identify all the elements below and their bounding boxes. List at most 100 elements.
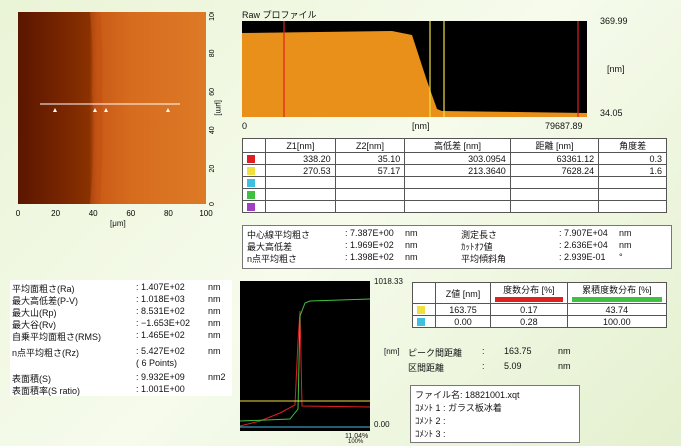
cell-z1 <box>265 176 336 189</box>
col-cum: 累積度数分布 [%] <box>566 282 668 304</box>
col-freq: 度数分布 [%] <box>490 282 568 304</box>
afm-height-map <box>18 12 206 204</box>
stat-value: : 7.907E+04 <box>559 228 608 238</box>
cell-freq: 0.28 <box>490 315 568 328</box>
measure-table-header: Z1[nm] Z2[nm] 高低差 [nm] 距離 [nm] 角度差 <box>242 138 667 153</box>
table-row[interactable]: 270.53 57.17 213.3640 7628.24 1.6 <box>242 164 667 177</box>
afm-y-unit: [μm] <box>214 100 223 116</box>
table-row[interactable]: 338.20 35.10 303.0954 63361.12 0.3 <box>242 152 667 165</box>
distribution-table: Z値 [nm] 度数分布 [%] 累積度数分布 [%] 163.75 0.17 43… <box>412 282 668 328</box>
afm-y-tick: 40 <box>209 126 216 134</box>
stat-value: : 1.465E+02 <box>136 330 185 340</box>
stat-value: : 8.531E+02 <box>136 306 185 316</box>
profile-plot <box>242 21 587 117</box>
cell-distance: 7628.24 <box>509 164 600 177</box>
stat-label: 表面積率(S ratio) <box>12 386 81 396</box>
surface-stats-panel: 平均面粗さ(Ra): 1.407E+02 nm 最大高低差(P-V): 1.018E… <box>10 280 232 396</box>
afm-x-tick: 40 <box>89 209 98 218</box>
afm-image-panel: 0 20 40 60 80 100 100 80 60 40 20 0 [μm] [μm] <box>10 9 232 237</box>
cell-height-diff: 303.0954 <box>404 152 511 165</box>
hist-x-label1: 11.04% <box>345 433 369 440</box>
table-row[interactable] <box>242 200 667 213</box>
cell-z: 0.00 <box>434 315 492 328</box>
line-stats-panel: 中心線平均粗さ: 7.387E+00 nm 最大高低差: 1.969E+02 nm n点… <box>242 225 672 269</box>
colon: : <box>482 346 485 356</box>
stat-unit: nm <box>208 318 221 328</box>
cell-angle: 1.6 <box>598 164 667 177</box>
afm-y-tick: 100 <box>209 12 216 21</box>
peak-value: 5.09 <box>504 361 522 371</box>
histogram-panel: 1018.33 [nm] 0.00 11.04% 100% <box>240 277 410 445</box>
cell-z1 <box>265 188 336 201</box>
col-z2: Z2[nm] <box>334 138 406 153</box>
profile-y-unit: [nm] <box>607 64 625 74</box>
table-row[interactable]: 163.75 0.17 43.74 <box>412 303 668 316</box>
table-row[interactable] <box>242 188 667 201</box>
afm-y-tick: 20 <box>209 165 216 173</box>
cell-height-diff <box>404 200 511 213</box>
cell-z1 <box>265 200 336 213</box>
table-row[interactable]: 0.00 0.28 100.00 <box>412 315 668 328</box>
row-color-swatch <box>412 303 436 316</box>
colon: : <box>482 361 485 371</box>
comment-1: ｺﾒﾝﾄ 1 : ガラス板冰着 <box>415 403 502 413</box>
profile-title: Raw プロファイル <box>242 10 317 20</box>
file-info-panel: ファイル名: 18821001.xqt ｺﾒﾝﾄ 1 : ガラス板冰着 ｺﾒﾝﾄ… <box>410 385 580 443</box>
cell-angle <box>598 176 667 189</box>
stat-label: 自乗平均面粗さ(RMS) <box>12 332 101 342</box>
peak-label: 区間距離 <box>408 363 445 373</box>
row-color-swatch <box>242 152 266 165</box>
profile-x-unit: [nm] <box>412 121 430 131</box>
col-z-value: Z値 [nm] <box>434 282 492 304</box>
stat-value: : 2.636E+04 <box>559 240 608 250</box>
stat-value: : 1.969E+02 <box>345 240 394 250</box>
cell-cum: 43.74 <box>566 303 668 316</box>
stat-unit: nm <box>405 228 418 238</box>
afm-x-tick: 80 <box>164 209 173 218</box>
col-z1: Z1[nm] <box>265 138 336 153</box>
cell-z2: 35.10 <box>334 152 406 165</box>
row-color-swatch <box>242 200 266 213</box>
afm-image: 0 20 40 60 80 100 100 80 60 40 20 0 <box>16 9 216 218</box>
stat-value: : 1.018E+03 <box>136 294 185 304</box>
measure-table: Z1[nm] Z2[nm] 高低差 [nm] 距離 [nm] 角度差 338.2… <box>242 138 667 213</box>
stat-value: : −1.653E+02 <box>136 318 191 328</box>
afm-y-tick: 60 <box>209 88 216 96</box>
cell-z2 <box>334 176 406 189</box>
cell-distance <box>509 200 600 213</box>
afm-x-tick: 0 <box>16 209 21 218</box>
profile-x-min: 0 <box>242 121 248 131</box>
stat-label: n点平均粗さ(Rz) <box>12 348 79 358</box>
stat-value: : 2.939E-01 <box>559 252 606 262</box>
stat-value: : 1.398E+02 <box>345 252 394 262</box>
cell-height-diff <box>404 188 511 201</box>
peak-label: ピーク間距離 <box>408 348 463 358</box>
cell-z1: 338.20 <box>265 152 336 165</box>
row-color-swatch <box>242 176 266 189</box>
stat-unit: ° <box>619 252 623 262</box>
stat-label: ｶｯﾄｵﾌ値 <box>461 242 493 252</box>
stat-unit: nm <box>405 240 418 250</box>
profile-area <box>242 31 587 117</box>
cell-height-diff: 213.3640 <box>404 164 511 177</box>
comment-2: ｺﾒﾝﾄ 2 : <box>415 416 446 426</box>
profile-y-min: 34.05 <box>600 108 623 118</box>
stat-label: 平均面粗さ(Ra) <box>12 284 75 294</box>
stat-label: 最大高低差 <box>247 242 293 252</box>
cell-freq: 0.17 <box>490 303 568 316</box>
table-row[interactable] <box>242 176 667 189</box>
stat-label: 最大山(Rp) <box>12 308 57 318</box>
stat-label: 最大高低差(P-V) <box>12 296 78 306</box>
hist-x-label2: 100% <box>348 439 364 445</box>
hist-y-top: 1018.33 <box>374 277 403 286</box>
profile-panel: Raw プロファイル 369.99 [nm] 34.05 0 [nm] 7968… <box>237 8 677 135</box>
row-color-swatch <box>412 315 436 328</box>
cell-angle: 0.3 <box>598 152 667 165</box>
cell-angle <box>598 188 667 201</box>
file-name: ファイル名: 18821001.xqt <box>415 390 520 400</box>
cell-distance <box>509 176 600 189</box>
stat-unit: nm2 <box>208 372 226 382</box>
stat-unit: nm <box>405 252 418 262</box>
peak-unit: nm <box>558 346 571 356</box>
cell-distance: 63361.12 <box>509 152 600 165</box>
